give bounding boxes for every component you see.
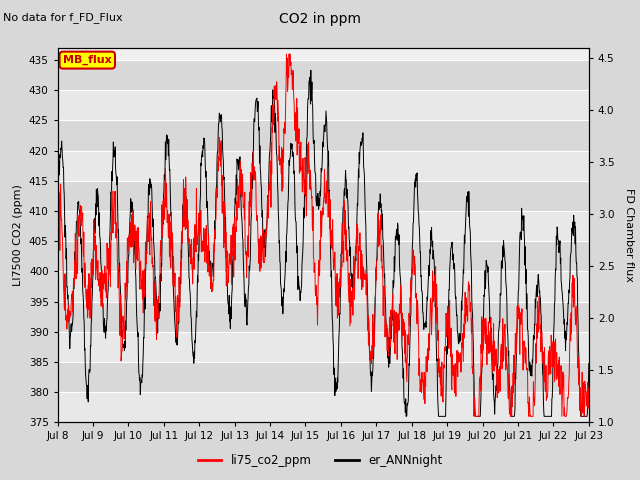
Bar (58, 392, 589, 422)
Bar (58, 120, 589, 151)
Bar (58, 181, 589, 211)
Bar (58, 241, 589, 271)
Y-axis label: LI7500 CO2 (ppm): LI7500 CO2 (ppm) (13, 184, 23, 286)
Bar (58, 60, 589, 90)
Bar (58, 271, 589, 301)
Text: MB_flux: MB_flux (63, 55, 111, 65)
Text: CO2 in ppm: CO2 in ppm (279, 12, 361, 26)
Bar (58, 332, 589, 362)
Legend: li75_co2_ppm, er_ANNnight: li75_co2_ppm, er_ANNnight (193, 449, 447, 472)
Bar (58, 151, 589, 181)
Bar (58, 90, 589, 120)
Y-axis label: FD Chamber flux: FD Chamber flux (624, 188, 634, 282)
Bar (58, 211, 589, 241)
Text: No data for f_FD_Flux: No data for f_FD_Flux (3, 12, 123, 23)
Bar (58, 362, 589, 392)
Bar (58, 301, 589, 332)
